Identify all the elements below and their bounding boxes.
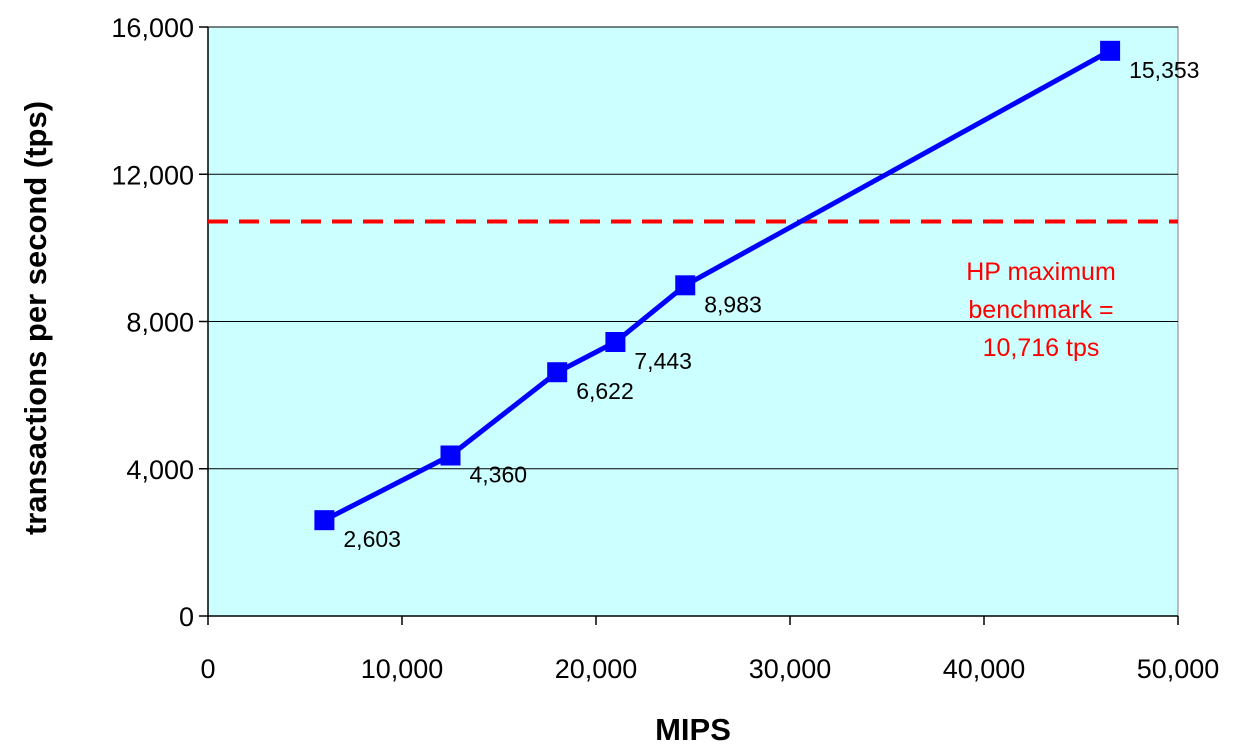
annotation-line-3: 10,716 tps <box>983 334 1100 362</box>
data-point-3 <box>605 332 626 353</box>
x-axis-title: MIPS <box>655 712 731 747</box>
x-tick-label-3: 30,000 <box>749 654 832 684</box>
x-tick-label-5: 50,000 <box>1137 654 1220 684</box>
data-label-1: 4,360 <box>470 461 528 487</box>
y-axis-title: transactions per second (tps) <box>18 101 53 535</box>
y-tick-label-2: 8,000 <box>126 308 194 338</box>
annotation-line-2: benchmark = <box>968 296 1113 324</box>
series-line-0 <box>323 48 1112 523</box>
y-tick-label-3: 12,000 <box>111 160 194 190</box>
data-label-5: 15,353 <box>1129 57 1199 83</box>
annotation-line-1: HP maximum <box>966 258 1116 286</box>
x-tick-label-1: 10,000 <box>361 654 444 684</box>
axes: 0 4,000 8,000 12,000 16,000 0 10,000 20,000 30,0… <box>111 13 1219 684</box>
y-tick-label-4: 16,000 <box>111 13 194 43</box>
data-point-1 <box>440 445 461 466</box>
x-tick-label-0: 0 <box>200 654 215 684</box>
y-tick-label-1: 4,000 <box>126 455 194 485</box>
series-group <box>314 40 1121 531</box>
x-tick-label-2: 20,000 <box>555 654 638 684</box>
data-label-2: 6,622 <box>576 378 634 404</box>
data-point-2 <box>547 362 568 383</box>
data-point-5 <box>1100 40 1121 61</box>
data-point-0 <box>314 510 335 531</box>
data-label-4: 8,983 <box>704 291 762 317</box>
data-point-4 <box>675 275 696 296</box>
data-label-3: 7,443 <box>634 348 692 374</box>
y-tick-label-0: 0 <box>179 602 194 632</box>
x-tick-label-4: 40,000 <box>943 654 1026 684</box>
gridlines <box>208 26 1178 470</box>
data-label-0: 2,603 <box>343 526 401 552</box>
